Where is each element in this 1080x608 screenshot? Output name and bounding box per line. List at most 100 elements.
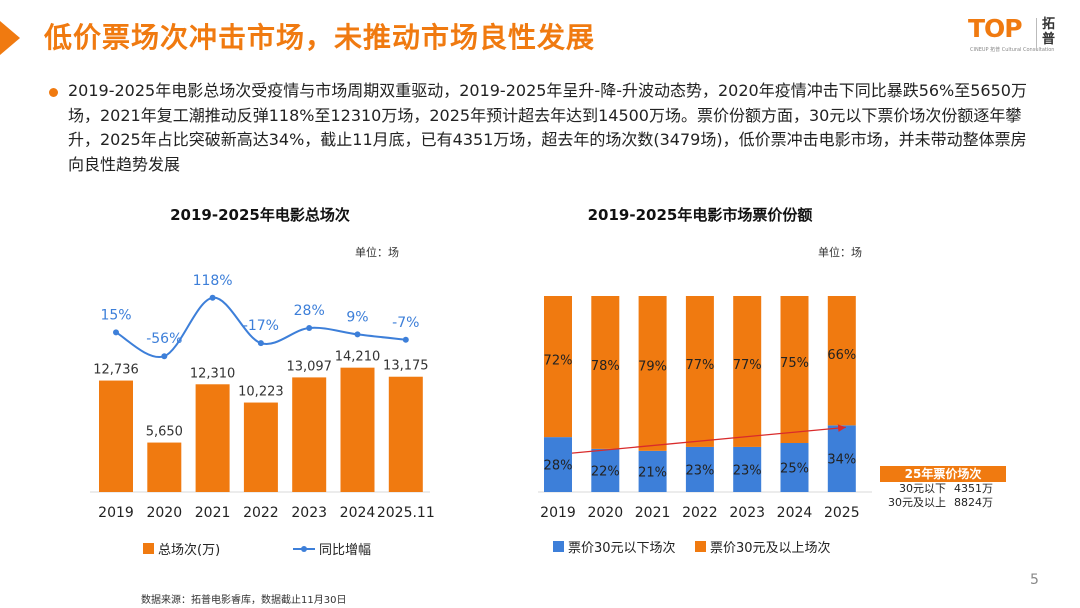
growth-data-label: -56% xyxy=(146,331,182,347)
bar-below30 xyxy=(638,450,667,492)
bar xyxy=(340,367,375,492)
legend-yoy-growth: 同比增幅 xyxy=(293,539,371,558)
title-arrow-icon xyxy=(0,21,20,55)
above30-data-label: 75% xyxy=(780,356,809,371)
growth-point xyxy=(161,353,168,360)
x-tick-label: 2022 xyxy=(243,505,279,521)
x-tick-label: 2025.11 xyxy=(377,505,435,521)
legend-below30: 票价30元以下场次 xyxy=(553,537,676,556)
ticket-table: 25年票价场次 30元以下 4351万 30元及以上 8824万 xyxy=(880,466,1006,510)
growth-point xyxy=(113,329,119,336)
bar-data-label: 5,650 xyxy=(146,425,183,440)
table-row: 30元及以上 8824万 xyxy=(880,496,1006,510)
x-tick-label: 2023 xyxy=(729,505,765,521)
above30-data-label: 77% xyxy=(733,358,762,373)
bar-above30 xyxy=(685,296,714,447)
above30-data-label: 66% xyxy=(827,348,856,363)
growth-data-label: 28% xyxy=(294,303,325,319)
bar xyxy=(195,384,230,492)
bar-data-label: 13,097 xyxy=(286,359,332,374)
x-tick-label: 2023 xyxy=(291,505,327,521)
legend-above30: 票价30元及以上场次 xyxy=(695,537,831,556)
logo-brand: TOP xyxy=(968,14,1023,43)
logo: TOP CINEUP 拓普 Cultural Consultation 拓普 xyxy=(968,14,1068,58)
trend-arrow xyxy=(571,424,846,454)
bar-above30 xyxy=(544,296,572,438)
logo-cn: 拓普 xyxy=(1042,17,1056,47)
bar-above30 xyxy=(733,296,762,447)
bar-above30 xyxy=(591,296,620,449)
bar xyxy=(292,377,327,492)
bar xyxy=(388,376,423,492)
x-tick-label: 2025 xyxy=(824,505,860,521)
below30-data-label: 25% xyxy=(780,462,809,477)
bar xyxy=(99,380,133,492)
logo-subtext: CINEUP 拓普 Cultural Consultation xyxy=(970,47,1055,53)
bar-below30 xyxy=(544,437,572,492)
logo-divider xyxy=(1036,18,1037,50)
legend-line-swatch xyxy=(293,545,315,552)
bar xyxy=(147,442,182,492)
below30-data-label: 28% xyxy=(544,459,573,474)
bar-below30 xyxy=(780,443,809,492)
bar-below30 xyxy=(591,448,620,492)
legend-below30-label: 票价30元以下场次 xyxy=(568,541,676,556)
chart2-unit: 单位：场 xyxy=(818,246,862,259)
table-row-label: 30元以下 xyxy=(899,482,946,495)
legend-bar-swatch xyxy=(143,543,154,554)
growth-point xyxy=(354,331,361,338)
chart1-unit: 单位：场 xyxy=(355,246,399,259)
bar-data-label: 14,210 xyxy=(335,350,381,365)
below30-data-label: 34% xyxy=(827,453,856,468)
growth-data-label: 9% xyxy=(346,309,368,325)
x-tick-label: 2020 xyxy=(587,505,623,521)
x-tick-label: 2022 xyxy=(682,505,718,521)
below30-data-label: 21% xyxy=(638,465,667,480)
legend-total-screenings: 总场次(万) xyxy=(143,539,220,558)
table-row-value: 8824万 xyxy=(954,496,993,509)
bar-above30 xyxy=(638,296,667,451)
bar-above30 xyxy=(780,296,809,443)
above30-data-label: 78% xyxy=(591,359,620,374)
below30-data-label: 23% xyxy=(685,463,714,478)
x-tick-label: 2019 xyxy=(98,505,134,521)
bar-above30 xyxy=(827,296,856,426)
bar-data-label: 12,736 xyxy=(93,363,139,378)
x-tick-label: 2024 xyxy=(777,505,813,521)
page-number: 5 xyxy=(1030,572,1039,588)
growth-point xyxy=(257,340,264,347)
growth-data-label: -17% xyxy=(243,318,279,334)
growth-data-label: -7% xyxy=(392,315,419,331)
chart2-title: 2019-2025年电影市场票价份额 xyxy=(587,206,813,224)
x-tick-label: 2021 xyxy=(195,505,231,521)
below30-data-label: 22% xyxy=(591,464,620,479)
chart1-title: 2019-2025年电影总场次 xyxy=(170,206,350,224)
above30-data-label: 79% xyxy=(638,360,667,375)
bar-below30 xyxy=(827,425,856,492)
x-tick-label: 2021 xyxy=(635,505,671,521)
bar-data-label: 13,175 xyxy=(383,359,429,374)
legend-yoy-label: 同比增幅 xyxy=(319,543,372,558)
table-row: 30元以下 4351万 xyxy=(880,482,1006,496)
table-row-label: 30元及以上 xyxy=(888,496,946,509)
bar-below30 xyxy=(733,446,762,492)
bullet-dot-icon xyxy=(49,88,58,97)
bar-below30 xyxy=(685,446,714,492)
bar-data-label: 12,310 xyxy=(190,366,236,381)
source-note: 数据来源：拓普电影睿库，数据截止11月30日 xyxy=(141,595,347,606)
page-title: 低价票场次冲击市场，未推动市场良性发展 xyxy=(44,21,596,54)
growth-point xyxy=(209,294,216,301)
bar-data-label: 10,223 xyxy=(238,385,284,400)
growth-data-label: 118% xyxy=(193,273,233,289)
x-tick-label: 2024 xyxy=(340,505,376,521)
above30-data-label: 72% xyxy=(544,354,573,369)
table-row-value: 4351万 xyxy=(954,482,993,495)
x-tick-label: 2019 xyxy=(540,505,576,521)
x-tick-label: 2020 xyxy=(146,505,182,521)
legend-orange-swatch xyxy=(695,541,706,552)
summary-text: 2019-2025年电影总场次受疫情与市场周期双重驱动，2019-2025年呈升… xyxy=(68,81,1027,174)
growth-data-label: 15% xyxy=(100,307,131,323)
legend-total-label: 总场次(万) xyxy=(158,543,221,558)
growth-point xyxy=(402,336,409,343)
